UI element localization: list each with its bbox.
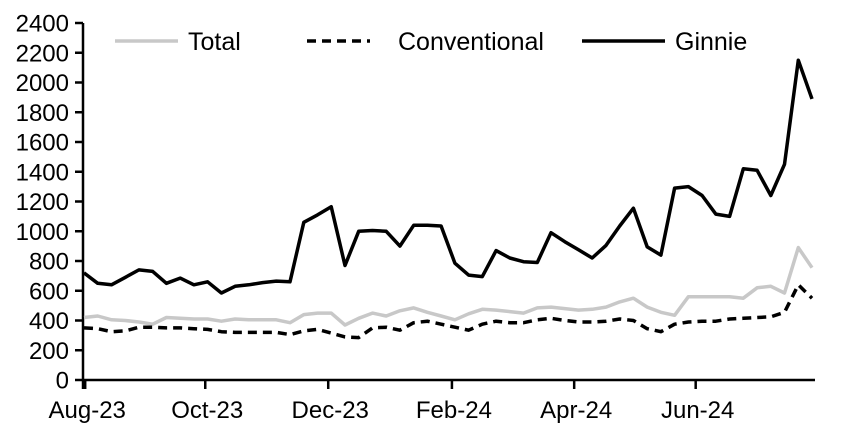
- y-tick-label: 400: [29, 308, 69, 335]
- y-tick-label: 800: [29, 249, 69, 276]
- y-tick-label: 200: [29, 338, 69, 365]
- y-tick-label: 2200: [16, 40, 69, 67]
- conventional-line: [83, 283, 814, 340]
- y-tick-label: 0: [56, 368, 69, 395]
- legend-item-ginnie: Ginnie: [582, 28, 747, 56]
- y-tick-label: 2400: [16, 11, 69, 38]
- y-tick-label: 1600: [16, 130, 69, 157]
- legend-label: Total: [188, 28, 241, 56]
- y-tick-label: 1200: [16, 189, 69, 216]
- x-tick-label: Dec-23: [292, 397, 369, 424]
- x-tick-label: Jun-24: [661, 397, 734, 424]
- ginnie-line: [82, 58, 814, 295]
- legend-label: Ginnie: [675, 28, 747, 56]
- total-line: [83, 245, 814, 327]
- legend-item-conventional: Conventional: [307, 28, 544, 56]
- x-tick-label: Oct-23: [171, 397, 243, 424]
- x-tick-label: Feb-24: [416, 397, 492, 424]
- legend-label: Conventional: [398, 28, 544, 56]
- y-tick-label: 600: [29, 278, 69, 305]
- x-tick-label: Aug-23: [49, 397, 126, 424]
- legend-item-total: Total: [115, 28, 241, 56]
- y-tick-label: 1400: [16, 159, 69, 186]
- y-tick-label: 1800: [16, 100, 69, 127]
- y-tick-label: 1000: [16, 219, 69, 246]
- x-tick-label: Apr-24: [540, 397, 612, 424]
- y-tick-label: 2000: [16, 70, 69, 97]
